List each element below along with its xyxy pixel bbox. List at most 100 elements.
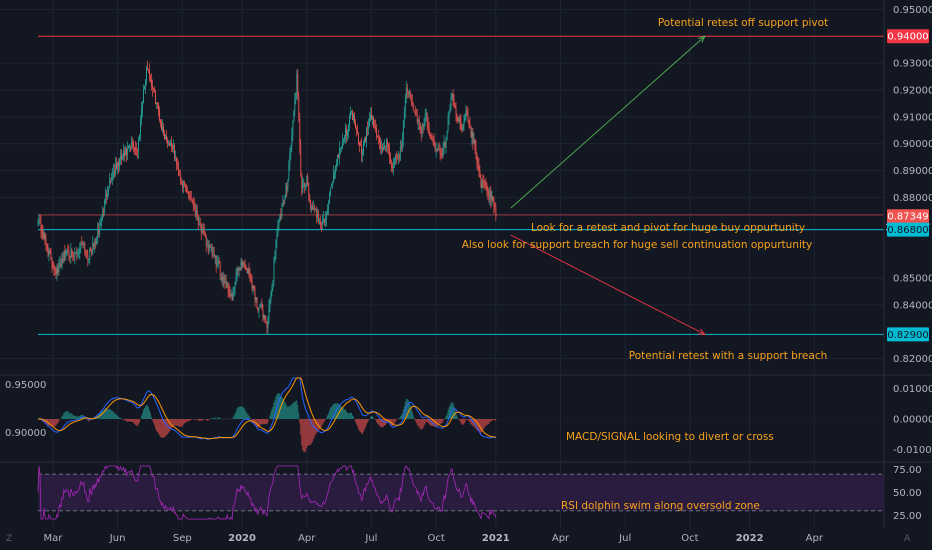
- candle-body: [386, 141, 387, 147]
- candle-body: [430, 135, 432, 139]
- candle-body: [213, 254, 215, 257]
- time-tick-label: Mar: [43, 533, 63, 544]
- macd-histogram-bar: [344, 409, 345, 419]
- candle-body: [95, 240, 97, 244]
- macd-histogram-bar: [482, 419, 484, 431]
- candle-body: [466, 110, 468, 112]
- macd-histogram-bar: [437, 419, 439, 426]
- macd-histogram-bar: [428, 419, 430, 425]
- macd-histogram-bar: [43, 419, 45, 423]
- candle-body: [84, 243, 86, 251]
- macd-histogram-bar: [182, 419, 184, 425]
- candle-body: [407, 92, 409, 95]
- macd-histogram-bar: [155, 419, 156, 429]
- macd-histogram-bar: [342, 407, 343, 419]
- candle-body: [177, 164, 179, 176]
- candle-body: [393, 159, 395, 164]
- macd-histogram-bar: [271, 409, 273, 419]
- macd-histogram-bar: [448, 407, 450, 419]
- macd-histogram-bar: [456, 415, 458, 419]
- macd-histogram-bar: [53, 419, 55, 427]
- candle-body: [352, 111, 353, 120]
- candle-body: [47, 250, 49, 256]
- candle-body: [336, 162, 338, 166]
- candle-body: [492, 196, 494, 200]
- candle-body: [356, 128, 357, 132]
- macd-histogram-bar: [57, 419, 59, 424]
- candle-body: [423, 118, 425, 127]
- macd-histogram-bar: [420, 419, 422, 430]
- candle-body: [260, 304, 262, 306]
- candle-body: [370, 114, 371, 121]
- candle-body: [366, 128, 367, 142]
- candle-body: [74, 253, 76, 257]
- candle-body: [81, 243, 83, 244]
- candle-body: [265, 321, 267, 324]
- macd-histogram-bar: [137, 419, 138, 427]
- macd-histogram-bar: [205, 419, 207, 421]
- price-axis[interactable]: 0.95000 0.93000 0.92000 0.91000 0.90000 0.890…: [886, 5, 932, 365]
- macd-histogram-bar: [211, 418, 213, 419]
- price-tag-label: 0.87349: [887, 212, 928, 223]
- candle-body: [338, 155, 340, 158]
- macd-histogram-bar: [202, 419, 204, 420]
- candle-body: [103, 210, 105, 212]
- candle-body: [454, 106, 456, 109]
- macd-histogram-bar: [117, 415, 119, 419]
- candle-body: [235, 276, 237, 284]
- auto-scale-icon[interactable]: A: [904, 534, 911, 544]
- candle-body: [219, 263, 221, 275]
- price-tag-label: 0.94000: [887, 32, 928, 43]
- macd-histogram-bar: [244, 409, 246, 419]
- macd-histogram-bar: [446, 413, 448, 419]
- macd-histogram-bar: [355, 419, 356, 422]
- macd-histogram-bar: [429, 419, 431, 426]
- candle-body: [414, 111, 416, 114]
- candle-body: [79, 248, 81, 252]
- macd-histogram-bar: [306, 419, 308, 448]
- macd-histogram-bar: [273, 402, 275, 419]
- candle-body: [465, 110, 467, 118]
- macd-panel[interactable]: 0.01000 0.00000 -0.01000: [37, 377, 932, 456]
- candle-body: [190, 198, 192, 200]
- macd-histogram-bar: [173, 419, 175, 426]
- candle-body: [183, 180, 185, 185]
- macd-histogram-bar: [301, 419, 303, 446]
- candle-body: [98, 229, 100, 235]
- macd-histogram-bar: [441, 419, 443, 424]
- macd-histogram-bar: [129, 419, 130, 422]
- candle-body: [170, 142, 171, 146]
- candle-body: [252, 286, 254, 289]
- macd-histogram-bar: [279, 393, 281, 419]
- candle-body: [121, 155, 123, 160]
- price-tick-label: 0.84000: [893, 300, 932, 311]
- candle-body: [377, 135, 378, 138]
- macd-histogram-bar: [490, 419, 492, 422]
- price-tag-support: [887, 327, 929, 342]
- macd-histogram-bar: [465, 419, 467, 421]
- candle-body: [227, 282, 229, 292]
- candle-body: [457, 119, 459, 122]
- timezone-icon[interactable]: Z: [6, 534, 12, 544]
- macd-histogram-bar: [207, 419, 209, 421]
- candle-body: [328, 203, 330, 209]
- macd-histogram-bar: [128, 419, 129, 422]
- rsi-panel[interactable]: 75.00 50.00 25.00: [37, 464, 922, 522]
- candle-body: [315, 209, 317, 210]
- macd-histogram-bar: [486, 419, 488, 426]
- macd-histogram-bar: [341, 406, 342, 419]
- time-axis[interactable]: Mar Jun Sep 2020 Apr Jul Oct 2021 Apr Jul Oct 2022 A…: [43, 533, 823, 544]
- candle-body: [382, 147, 383, 150]
- macd-histogram-bar: [277, 393, 279, 419]
- macd-histogram-bar: [440, 419, 442, 424]
- trend-arrow-line: [510, 35, 706, 209]
- macd-histogram-bar: [455, 412, 457, 419]
- macd-histogram-bar: [353, 416, 354, 419]
- candle-body: [449, 106, 451, 112]
- candle-body: [86, 250, 88, 256]
- candle-body: [339, 149, 341, 158]
- macd-histogram-bar: [184, 419, 186, 423]
- macd-histogram-bar: [188, 419, 190, 421]
- candle-body: [408, 91, 410, 95]
